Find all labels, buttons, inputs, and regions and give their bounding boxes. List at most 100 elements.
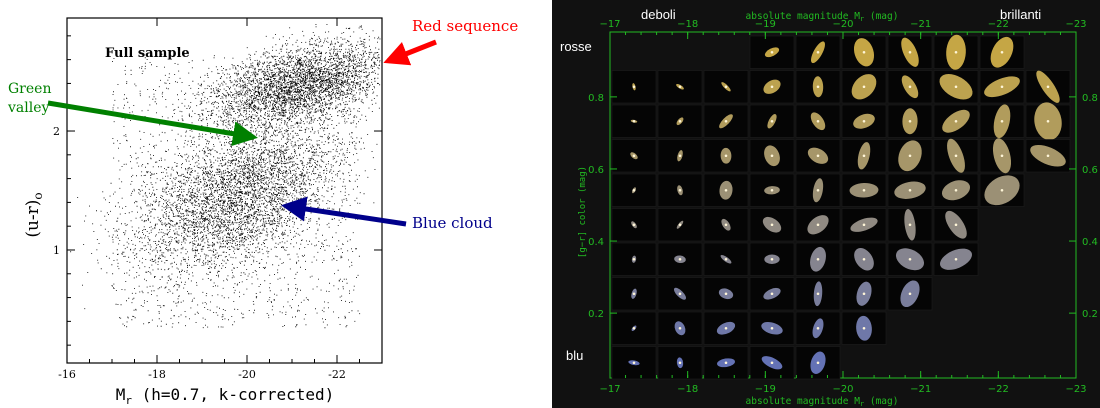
galaxy-core (862, 223, 866, 227)
galaxy-core (1000, 188, 1004, 192)
scatter-points (70, 24, 381, 329)
green-valley-arrow (47, 100, 258, 147)
galaxy-core (632, 188, 636, 192)
y-tick-label-right: 0.6 (1082, 165, 1098, 176)
galaxy-core (954, 50, 958, 54)
galaxy-core (908, 119, 912, 123)
galaxy-thumbnail (703, 104, 749, 138)
galaxy-core (1046, 119, 1050, 123)
galaxy-core (1000, 85, 1004, 89)
galaxy-core (954, 119, 958, 123)
top-x-axis-label: absolute magnitude Mr (mag) (746, 11, 899, 23)
galaxy-core (908, 257, 912, 261)
galaxy-core (908, 292, 912, 296)
x-tick-label-top: −22 (988, 19, 1009, 30)
galaxy-core (770, 188, 774, 192)
galaxy-core (908, 154, 912, 158)
galaxy-core (862, 292, 866, 296)
y-tick-label: 0.6 (588, 165, 604, 176)
galaxy-core (862, 85, 866, 89)
y-tick-label-right: 0.8 (1082, 93, 1098, 104)
galaxy-core (770, 326, 774, 330)
galaxy-core (724, 154, 728, 158)
y-tick-label: 0.4 (588, 237, 604, 248)
galaxy-core (632, 119, 636, 123)
green-valley-label: Green valley (7, 81, 56, 116)
galaxy-core (816, 154, 820, 158)
galaxy-core (770, 85, 774, 89)
galaxy-core (678, 85, 682, 89)
x-tick-label: -22 (328, 368, 346, 381)
x-tick-label: −20 (832, 384, 853, 395)
x-tick-label: -18 (148, 368, 166, 381)
y-tick-label-right: 0.2 (1082, 309, 1098, 320)
x-tick-label: −18 (677, 384, 698, 395)
galaxy-thumbnail (795, 104, 841, 138)
bottom-x-axis-label: absolute magnitude Mr (mag) (746, 396, 899, 408)
galaxy-core (678, 119, 682, 123)
galaxy-core (770, 223, 774, 227)
scatter-point-cloud (70, 24, 381, 329)
galaxy-core (954, 85, 958, 89)
galaxy-thumbnail (611, 346, 657, 380)
galaxy-image-grid-chart: −17 −17 −18 −18 −19 −19 −20 −20 −21 −21 −22 −22 −23 −… (552, 0, 1100, 408)
galaxy-thumbnail-grid (611, 34, 1071, 380)
galaxy-core (908, 223, 912, 227)
galaxy-core (678, 326, 682, 330)
galaxy-core (1046, 154, 1050, 158)
label-blu: blu (566, 348, 583, 363)
galaxy-core (908, 85, 912, 89)
x-tick-label-top: −17 (599, 19, 620, 30)
x-axis-label: Mr (h=0.7, k-corrected) (116, 385, 335, 407)
x-tick-label: −21 (910, 384, 931, 395)
blue-cloud-arrow (281, 196, 407, 227)
galaxy-core (632, 292, 636, 296)
galaxy-core (724, 257, 728, 261)
x-tick-label: -16 (58, 368, 76, 381)
galaxy-core (678, 154, 682, 158)
axis-ticks: −17 −17 −18 −18 −19 −19 −20 −20 −21 −21 −22 −22 −23 −… (588, 19, 1098, 395)
galaxy-core (770, 119, 774, 123)
galaxy-core (954, 257, 958, 261)
galaxy-core (954, 154, 958, 158)
galaxy-core (954, 188, 958, 192)
y-tick-label: 2 (53, 125, 60, 138)
x-tick-label-top: −21 (910, 19, 931, 30)
galaxy-core (678, 361, 682, 365)
galaxy-core (862, 188, 866, 192)
x-axis-label-sub: r (125, 394, 132, 407)
galaxy-core (678, 223, 682, 227)
y-tick-label: 0.8 (588, 93, 604, 104)
galaxy-core (632, 223, 636, 227)
galaxy-core (908, 188, 912, 192)
x-tick-label: -20 (238, 368, 256, 381)
x-tick-label-top: −20 (832, 19, 853, 30)
blue-cloud-label: Blue cloud (412, 214, 493, 232)
galaxy-core (678, 292, 682, 296)
galaxy-core (632, 257, 636, 261)
galaxy-core (770, 361, 774, 365)
galaxy-core (1000, 119, 1004, 123)
galaxy-core (954, 223, 958, 227)
galaxy-core (724, 361, 728, 365)
galaxy-core (632, 154, 636, 158)
y-axis-label: (u-r)o (23, 192, 45, 237)
galaxy-core (908, 50, 912, 54)
galaxy-core (816, 223, 820, 227)
galaxy-thumbnail (887, 70, 933, 104)
galaxy-core (724, 85, 728, 89)
galaxy-core (724, 188, 728, 192)
galaxy-core (724, 223, 728, 227)
galaxy-core (678, 188, 682, 192)
galaxy-core (724, 292, 728, 296)
galaxy-core (632, 85, 636, 89)
y-tick-label: 0.2 (588, 309, 604, 320)
x-tick-label: −23 (1065, 384, 1086, 395)
label-brillanti: brillanti (1000, 7, 1041, 22)
galaxy-core (770, 50, 774, 54)
galaxy-core (678, 257, 682, 261)
x-tick-label-top: −23 (1065, 19, 1086, 30)
x-tick-label: −19 (755, 384, 776, 395)
galaxy-core (724, 119, 728, 123)
galaxy-core (816, 119, 820, 123)
